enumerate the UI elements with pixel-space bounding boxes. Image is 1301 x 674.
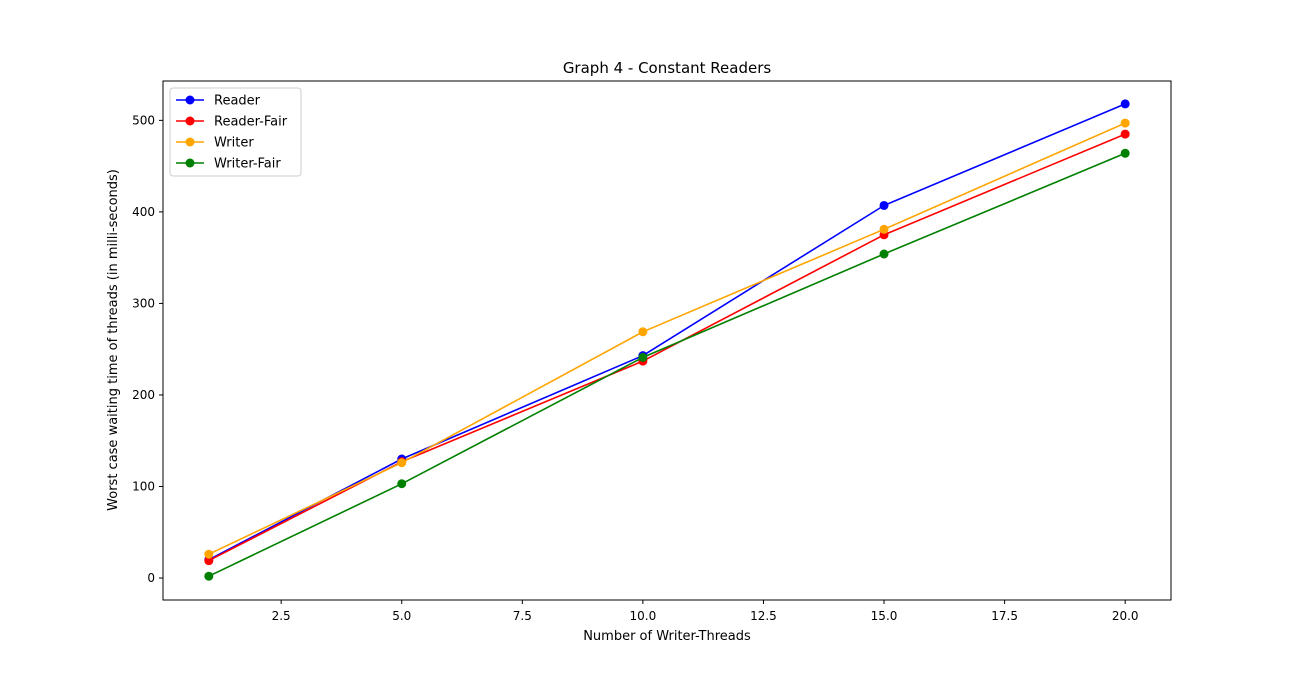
- data-point-writer: [638, 327, 648, 337]
- x-tick-label: 12.5: [750, 609, 777, 623]
- data-point-reader-fair: [204, 556, 214, 566]
- legend-label-writer-fair: Writer-Fair: [214, 157, 281, 172]
- y-tick-label: 400: [132, 205, 155, 219]
- x-axis-label: Number of Writer-Threads: [583, 629, 751, 644]
- legend-marker-reader-fair: [185, 116, 195, 126]
- legend-marker-writer: [185, 137, 195, 147]
- y-tick-label: 100: [132, 479, 155, 493]
- data-point-writer-fair: [1120, 148, 1130, 158]
- legend-box: [169, 87, 302, 177]
- legend-marker-reader: [185, 95, 195, 105]
- legend-item-reader-fair: Reader-Fair: [176, 115, 288, 130]
- data-point-writer-fair: [879, 249, 889, 259]
- plot-area: 2.5 5.0 7.5 10.0 12.5 15.0 17.5 20.0 0 100 200 300 4…: [132, 80, 1172, 623]
- legend-item-writer: Writer: [176, 136, 254, 151]
- data-point-writer: [204, 549, 214, 559]
- series-writer: [204, 118, 1130, 559]
- y-tick-label: 0: [147, 571, 155, 585]
- y-axis-label: Worst case waiting time of threads (in m…: [106, 169, 121, 511]
- x-tick-label: 17.5: [991, 609, 1018, 623]
- data-point-reader: [879, 200, 889, 210]
- x-tick-label: 10.0: [630, 609, 657, 623]
- y-tick-label: 500: [132, 113, 155, 127]
- legend: Reader Reader-Fair Writer Writer-Fair: [169, 87, 302, 177]
- legend-label-reader: Reader: [214, 94, 261, 109]
- x-tick-label: 7.5: [513, 609, 532, 623]
- data-point-writer-fair: [204, 571, 214, 581]
- y-tick-label: 300: [132, 296, 155, 310]
- legend-label-writer: Writer: [214, 136, 254, 151]
- x-tick-label: 15.0: [871, 609, 898, 623]
- data-point-writer-fair: [397, 479, 407, 489]
- legend-label-reader-fair: Reader-Fair: [214, 115, 288, 130]
- y-tick-label: 200: [132, 388, 155, 402]
- data-point-writer: [397, 458, 407, 468]
- legend-marker-writer-fair: [185, 158, 195, 168]
- data-point-writer-fair: [638, 352, 648, 362]
- series-writer-fair: [204, 148, 1130, 581]
- data-point-reader-fair: [1120, 129, 1130, 139]
- x-tick-label: 5.0: [392, 609, 411, 623]
- x-tick-label: 2.5: [272, 609, 291, 623]
- data-point-writer: [1120, 118, 1130, 128]
- axes-frame: [162, 80, 1172, 601]
- legend-item-writer-fair: Writer-Fair: [176, 157, 281, 172]
- chart-title: Graph 4 - Constant Readers: [563, 59, 772, 77]
- legend-item-reader: Reader: [176, 94, 261, 109]
- x-tick-label: 20.0: [1112, 609, 1139, 623]
- data-point-reader: [1120, 99, 1130, 109]
- data-point-writer: [879, 224, 889, 234]
